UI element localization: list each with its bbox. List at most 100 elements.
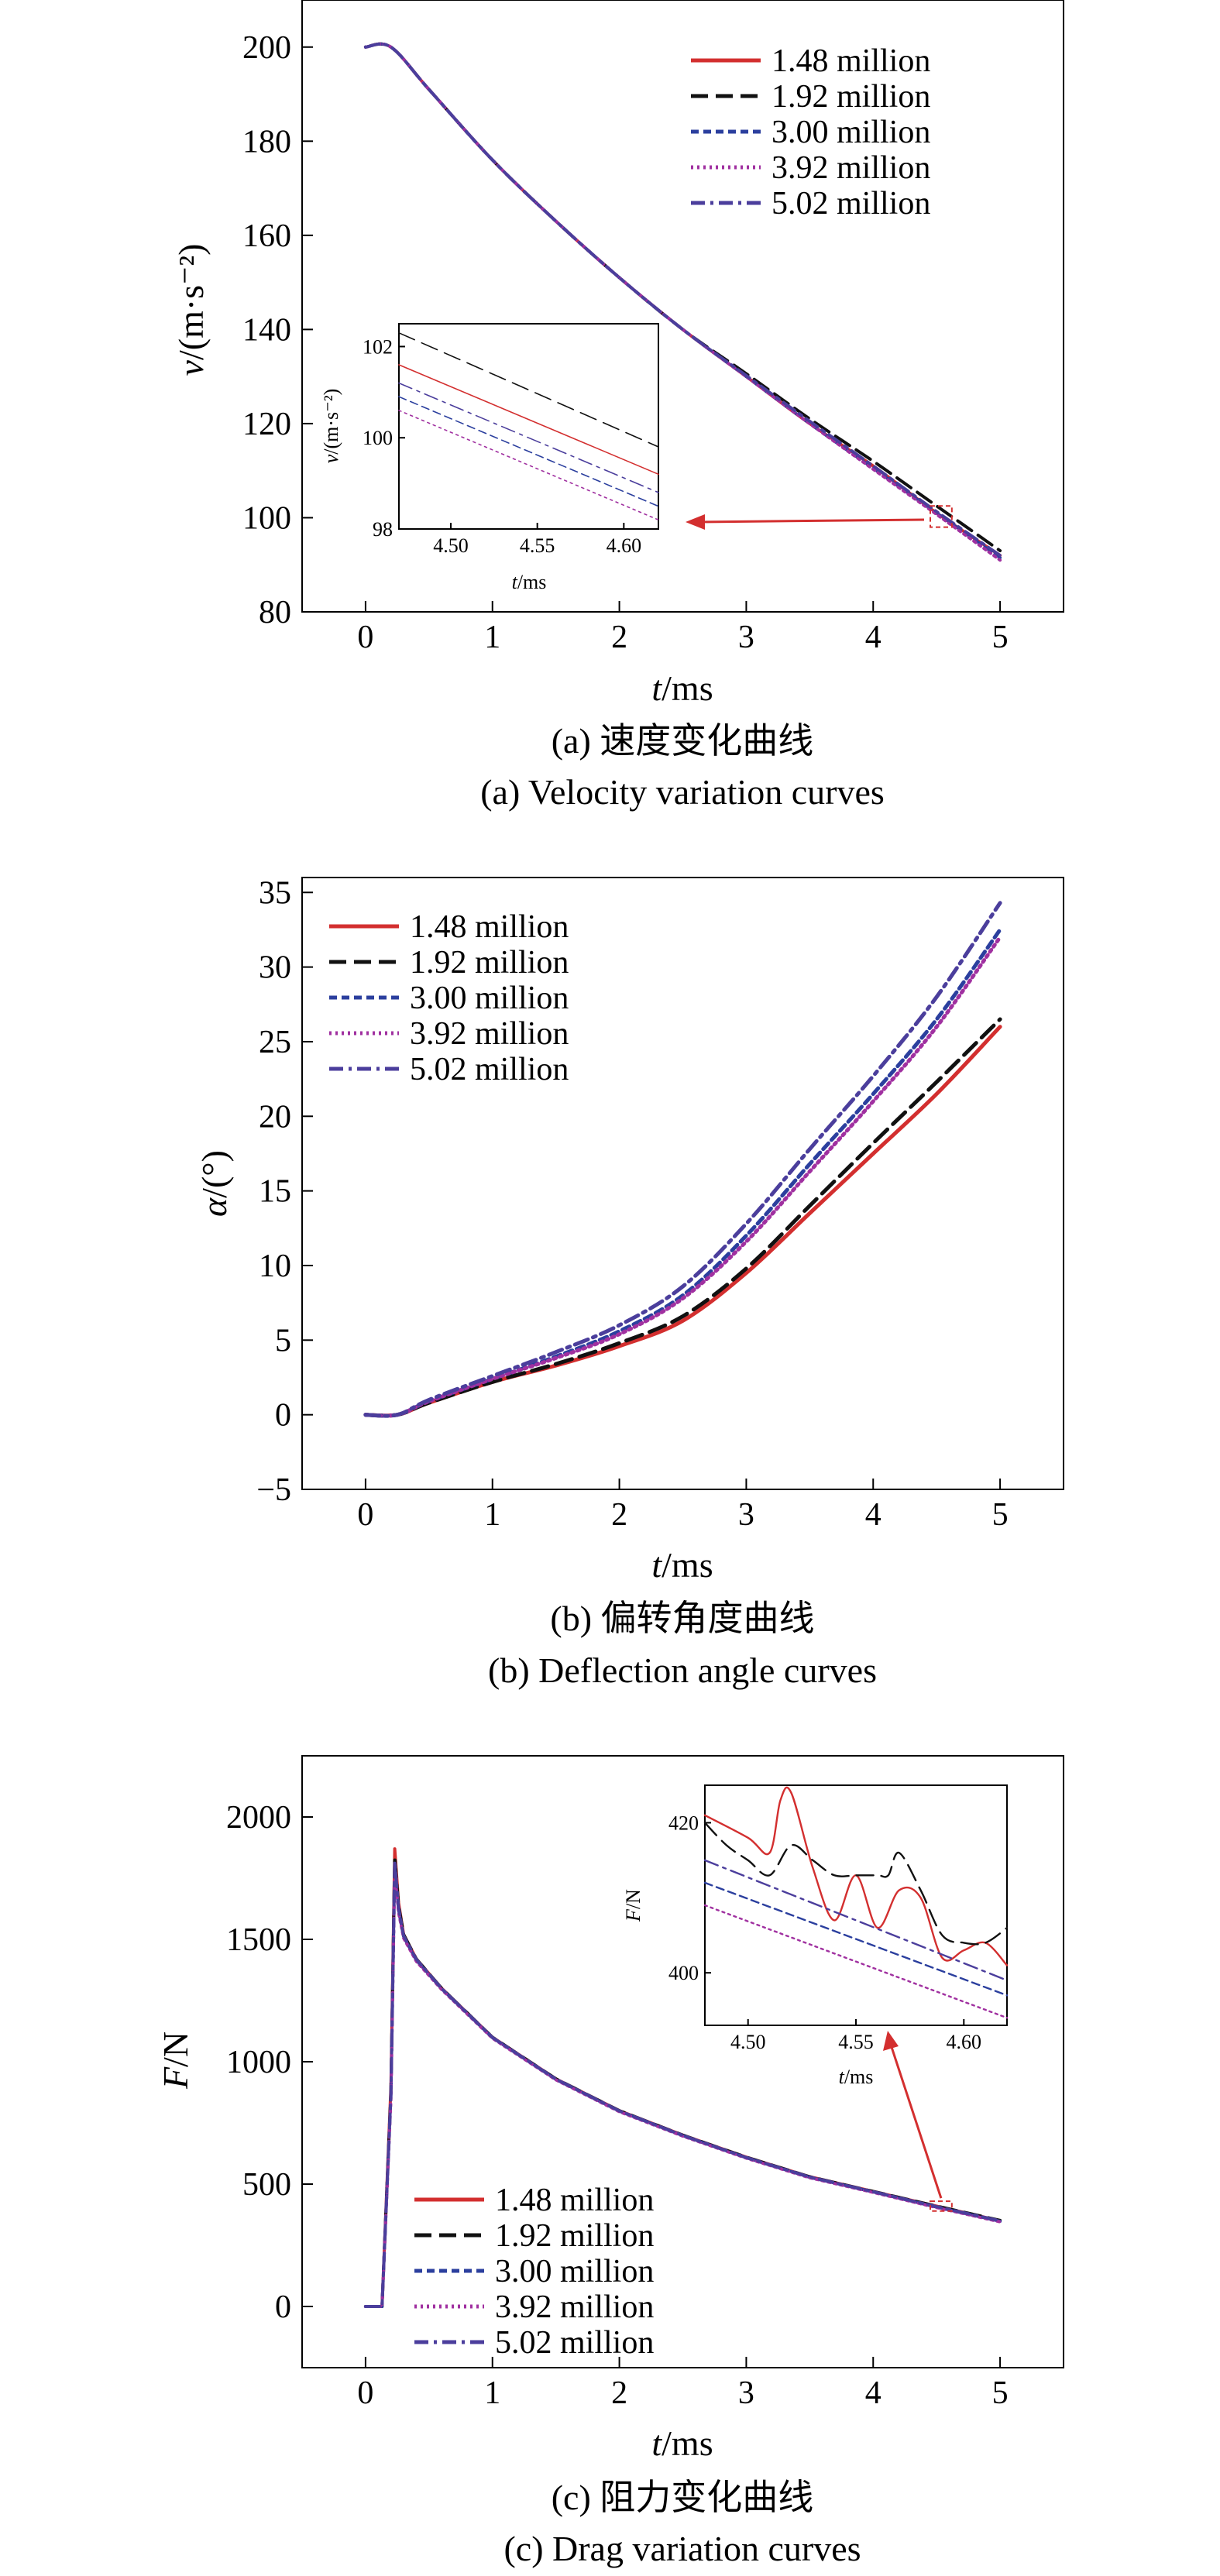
x-tick-label: 4.55 (838, 2031, 874, 2053)
y-tick-label: 0 (275, 2289, 291, 2325)
plot-frame (301, 877, 1064, 1490)
caption-en: (b) Deflection angle curves (488, 1650, 877, 1690)
series-line-5-02-million (363, 42, 1002, 558)
inset-frame (398, 323, 659, 530)
series-line-1-48-million (363, 1025, 1002, 1418)
x-axis-label: t/ms (651, 668, 713, 708)
series-line-5-02-million (363, 1859, 1002, 2308)
x-tick-label: 3 (738, 2375, 754, 2411)
x-tick-label: 4.60 (607, 534, 642, 557)
legend-label-1-92-million: 1.92 million (495, 2218, 654, 2254)
caption-zh: (c) 阻力变化曲线 (552, 2478, 814, 2517)
y-tick-label: 100 (242, 500, 291, 536)
caption-zh: (b) 偏转角度曲线 (550, 1599, 814, 1638)
y-tick-label: 10 (259, 1249, 291, 1284)
y-tick-label: 15 (259, 1174, 291, 1210)
series-line-5-02-million (363, 901, 1002, 1418)
series-lines (363, 901, 1002, 1418)
x-tick-label: 1 (484, 1497, 500, 1533)
y-tick-label: −5 (256, 1472, 291, 1508)
axis-ticks: 0 1 2 3 4 5 80 100 120 140 160 180 200 (242, 30, 1009, 655)
zoom-arrowhead (686, 514, 705, 530)
x-tick-label: 5 (992, 620, 1009, 655)
legend-label-1-92-million: 1.92 million (772, 79, 930, 115)
legend-label-1-48-million: 1.48 million (495, 2183, 654, 2218)
zoom-marker (883, 2031, 953, 2212)
series-line-3-92-million (363, 42, 1002, 562)
y-tick-label: 102 (363, 335, 393, 358)
series-line-5-02-million (703, 1859, 1009, 1982)
series-line-3-00-million (398, 396, 659, 507)
y-tick-label: 200 (242, 30, 291, 66)
inset-plot: 4.50 4.55 4.60 400 420 F/N t/ms (622, 1784, 1009, 2088)
legend-label-1-92-million: 1.92 million (410, 945, 569, 981)
caption-zh: (a) 速度变化曲线 (552, 721, 814, 761)
y-axis-label: α/(°) (194, 1150, 234, 1217)
y-tick-label: 100 (363, 427, 393, 449)
y-tick-label: 180 (242, 124, 291, 160)
inset-frame (704, 1784, 1008, 2026)
zoom-arrow (698, 518, 924, 524)
series-lines (363, 1847, 1002, 2308)
zoom-box (929, 505, 953, 528)
y-tick-label: 2000 (226, 1800, 291, 1836)
y-axis-label: F/N (156, 2032, 195, 2090)
series-line-3-92-million (703, 1904, 1009, 2019)
x-tick-label: 4.60 (947, 2031, 982, 2053)
y-tick-label: 30 (259, 950, 291, 986)
x-axis-label: t/ms (651, 2423, 713, 2463)
x-tick-label: 2 (611, 1497, 627, 1533)
inset-plot: 4.50 4.55 4.60 98 100 102 v/(m·s⁻²) t/ms (320, 323, 659, 593)
inset-y-axis-label: F/N (622, 1889, 644, 1922)
inset-ticks: 4.50 4.55 4.60 400 420 (668, 1812, 981, 2053)
y-tick-label: 1500 (226, 1922, 291, 1958)
y-axis-label: v/(m·s⁻²) (171, 244, 211, 376)
series-line-5-02-million (398, 382, 659, 493)
caption-en: (c) Drag variation curves (503, 2529, 861, 2568)
x-tick-label: 1 (484, 620, 500, 655)
x-tick-label: 4.50 (433, 534, 469, 557)
y-tick-label: 500 (242, 2167, 291, 2203)
zoom-marker (686, 505, 953, 530)
y-tick-label: 20 (259, 1099, 291, 1135)
y-tick-label: 80 (259, 595, 291, 630)
inset-x-axis-label: t/ms (512, 571, 547, 593)
y-tick-label: 420 (668, 1812, 699, 1834)
series-line-1-92-million (703, 1822, 1009, 1946)
x-tick-label: 4.55 (520, 534, 555, 557)
zoom-arrowhead (883, 2031, 899, 2051)
y-tick-label: 1000 (226, 2045, 291, 2080)
axis-ticks: 0 1 2 3 4 5 0 500 1000 1500 2000 (226, 1800, 1009, 2411)
x-tick-label: 4 (865, 620, 881, 655)
inset-y-axis-label: v/(m·s⁻²) (320, 389, 342, 464)
legend-label-1-48-million: 1.48 million (410, 909, 569, 945)
deflection-panel: 0 1 2 3 4 5 −5 0 5 10 15 20 25 30 35 1.48 million1.92 … (194, 875, 1064, 1690)
legend-label-3-00-million: 3.00 million (495, 2254, 654, 2289)
legend-label-3-92-million: 3.92 million (772, 150, 930, 186)
legend-label-3-00-million: 3.00 million (410, 981, 569, 1016)
y-tick-label: 5 (275, 1323, 291, 1358)
y-tick-label: 120 (242, 407, 291, 442)
legend-label-3-92-million: 3.92 million (495, 2289, 654, 2325)
plot-frame (301, 0, 1064, 613)
inset-series (703, 1786, 1009, 2019)
y-tick-label: 25 (259, 1025, 291, 1060)
caption-en: (a) Velocity variation curves (480, 772, 885, 812)
legend-label-1-48-million: 1.48 million (772, 43, 930, 79)
y-tick-label: 140 (242, 312, 291, 348)
y-tick-label: 400 (668, 1962, 699, 1984)
x-tick-label: 4 (865, 2375, 881, 2411)
x-axis-label: t/ms (651, 1545, 713, 1585)
series-line-1-48-million (398, 364, 659, 476)
y-tick-label: 160 (242, 218, 291, 254)
x-tick-label: 4 (865, 1497, 881, 1533)
x-tick-label: 3 (738, 1497, 754, 1533)
x-tick-label: 2 (611, 620, 627, 655)
axis-ticks: 0 1 2 3 4 5 −5 0 5 10 15 20 25 30 35 (256, 875, 1008, 1533)
y-tick-label: 0 (275, 1398, 291, 1434)
x-tick-label: 2 (611, 2375, 627, 2411)
inset-x-axis-label: t/ms (839, 2066, 874, 2088)
